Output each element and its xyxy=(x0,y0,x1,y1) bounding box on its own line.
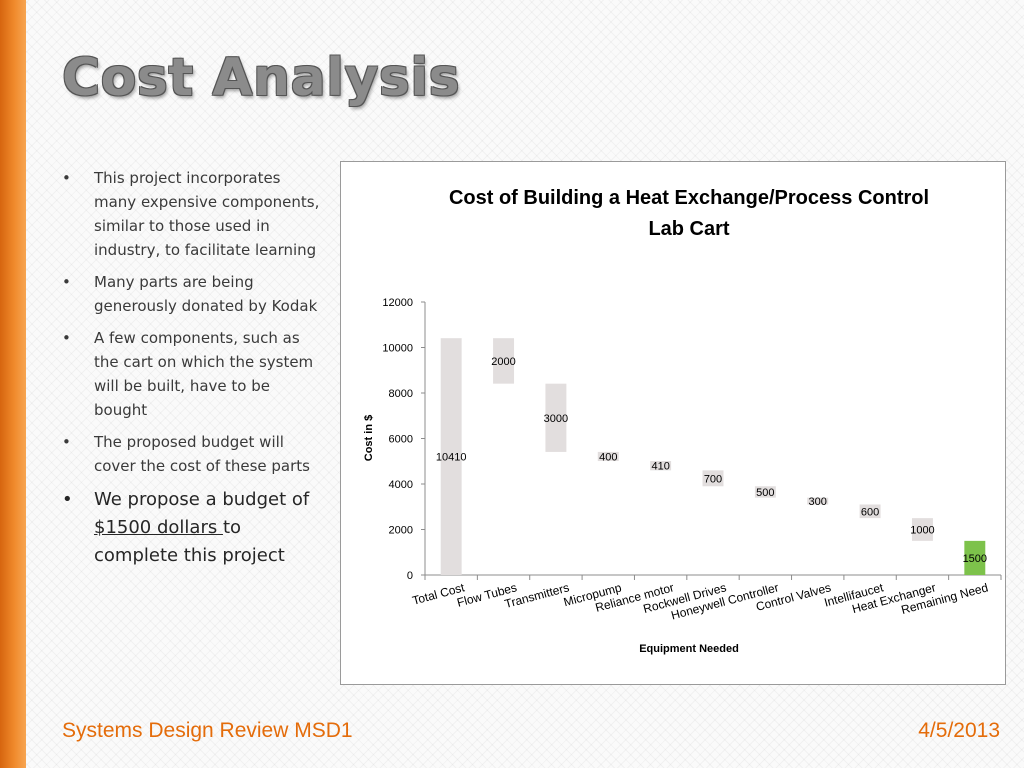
bar xyxy=(807,497,829,505)
bullet-dot: • xyxy=(62,273,71,291)
bullet-text: Many parts are being generously donated … xyxy=(94,273,318,315)
budget-amount: $1500 dollars xyxy=(94,517,223,538)
bar xyxy=(440,338,462,575)
data-label: 1000 xyxy=(910,525,934,537)
bullet-text: to complete this project xyxy=(94,517,285,566)
bullet-dot: • xyxy=(62,169,71,187)
bar xyxy=(859,504,881,519)
bar xyxy=(545,383,567,452)
bullet-dot: • xyxy=(62,433,71,451)
y-tick-label: 6000 xyxy=(389,434,413,446)
bullet-item: • The proposed budget will cover the cos… xyxy=(62,430,324,478)
bar xyxy=(702,470,724,487)
side-accent-bar xyxy=(0,0,26,768)
y-tick-label: 12000 xyxy=(382,297,413,309)
bullet-text: The proposed budget will cover the cost … xyxy=(94,433,310,475)
chart-title-line: Lab Cart xyxy=(648,218,729,240)
bullet-list: • This project incorporates many expensi… xyxy=(62,166,324,578)
data-label: 400 xyxy=(599,451,617,463)
slide-title: Cost Analysis xyxy=(62,48,461,108)
bar xyxy=(964,540,986,575)
x-axis-label: Equipment Needed xyxy=(639,643,739,655)
data-label: 300 xyxy=(809,496,827,508)
bullet-text: We propose a budget of xyxy=(94,489,310,510)
bar xyxy=(754,486,776,498)
bar xyxy=(493,338,515,384)
data-label: 3000 xyxy=(544,413,568,425)
data-label: 2000 xyxy=(491,356,515,368)
y-tick-label: 10000 xyxy=(382,343,413,355)
y-tick-label: 2000 xyxy=(389,525,413,537)
bullet-item: • This project incorporates many expensi… xyxy=(62,166,324,262)
chart-container: Cost of Building a Heat Exchange/Process… xyxy=(340,161,1006,685)
bullet-item: • Many parts are being generously donate… xyxy=(62,270,324,318)
bullet-item-budget: • We propose a budget of $1500 dollars t… xyxy=(62,486,324,570)
bar xyxy=(650,461,672,471)
bar xyxy=(911,518,933,541)
bullet-text: A few components, such as the cart on wh… xyxy=(94,329,314,419)
waterfall-chart: Cost of Building a Heat Exchange/Process… xyxy=(363,187,1002,655)
bullet-item: • A few components, such as the cart on … xyxy=(62,326,324,422)
y-tick-label: 8000 xyxy=(389,388,413,400)
footer-date: 4/5/2013 xyxy=(918,719,1000,742)
data-label: 10410 xyxy=(436,452,467,464)
data-label: 410 xyxy=(651,461,669,473)
bullet-text: This project incorporates many expensive… xyxy=(94,169,320,259)
data-label: 600 xyxy=(861,506,879,518)
data-label: 1500 xyxy=(963,553,987,565)
data-label: 700 xyxy=(704,473,722,485)
chart-title-line: Cost of Building a Heat Exchange/Process… xyxy=(449,187,929,209)
footer-presentation-name: Systems Design Review MSD1 xyxy=(62,719,353,742)
bullet-dot: • xyxy=(62,329,71,347)
data-label: 500 xyxy=(756,487,774,499)
bar xyxy=(597,451,619,462)
y-tick-label: 0 xyxy=(407,570,413,582)
y-tick-label: 4000 xyxy=(389,479,413,491)
y-axis-label: Cost in $ xyxy=(363,415,375,461)
bullet-dot: • xyxy=(62,489,73,510)
